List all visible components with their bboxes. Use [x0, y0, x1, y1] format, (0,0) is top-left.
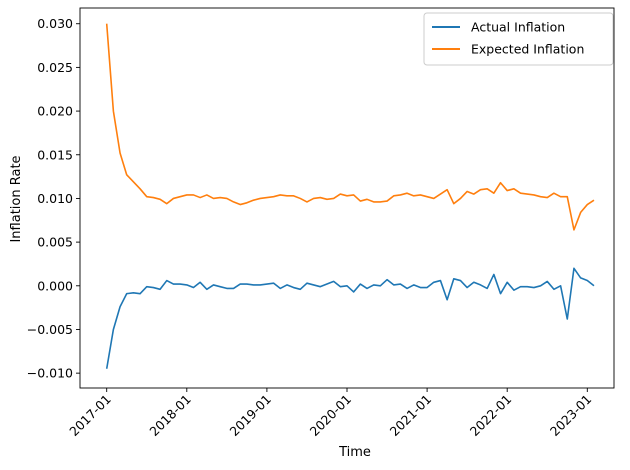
series-line-expected-inflation [105, 23, 595, 231]
y-tick-label: −0.010 [27, 366, 73, 381]
y-tick-label: 0.025 [37, 60, 73, 75]
y-tick-label: 0.000 [37, 278, 73, 293]
series-group [105, 23, 595, 369]
legend-label-actual-inflation: Actual Inflation [471, 20, 565, 35]
x-axis-title: Time [338, 445, 371, 460]
y-tick-label: −0.005 [27, 322, 73, 337]
legend-box [423, 12, 614, 66]
series-line-actual-inflation [105, 267, 595, 369]
y-ticks: −0.010 −0.005 0.000 0.005 0.010 0.015 0.020 0.0… [27, 16, 80, 381]
y-tick-label: 0.020 [37, 104, 73, 119]
y-tick-label: 0.030 [37, 16, 73, 31]
legend: Actual Inflation Expected Inflation [423, 12, 614, 66]
legend-label-expected-inflation: Expected Inflation [471, 42, 584, 57]
y-tick-label: 0.005 [37, 235, 73, 250]
y-tick-label: 0.010 [37, 191, 73, 206]
y-tick-label: 0.015 [37, 147, 73, 162]
y-axis-title: Inflation Rate [9, 155, 24, 242]
